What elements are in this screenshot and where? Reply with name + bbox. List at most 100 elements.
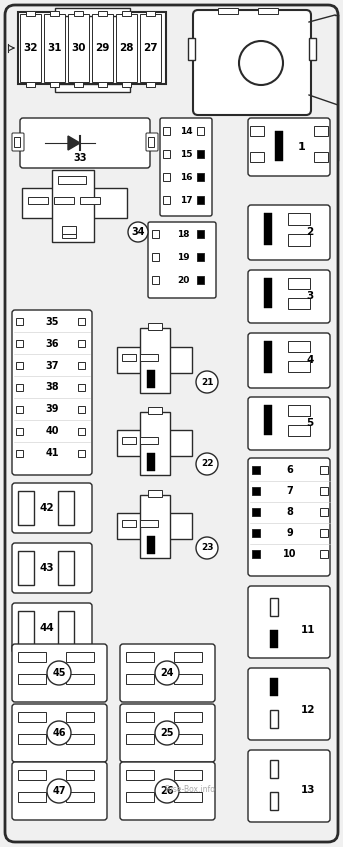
FancyBboxPatch shape <box>248 205 330 260</box>
Text: 34: 34 <box>131 227 145 237</box>
Bar <box>117 347 192 373</box>
Text: 13: 13 <box>301 785 315 795</box>
Bar <box>74 11 83 16</box>
FancyBboxPatch shape <box>248 270 330 323</box>
Text: 20: 20 <box>177 275 189 285</box>
Bar <box>50 82 59 87</box>
Bar <box>55 8 130 16</box>
Bar <box>320 508 328 516</box>
Bar <box>66 712 94 722</box>
Bar <box>188 38 195 60</box>
Bar <box>146 82 155 87</box>
Bar <box>252 550 260 558</box>
Bar <box>50 11 59 16</box>
Bar <box>26 11 35 16</box>
Bar <box>78 406 85 413</box>
Bar <box>140 14 161 82</box>
Bar <box>197 230 204 238</box>
Bar <box>117 513 192 539</box>
Text: 1: 1 <box>298 142 306 152</box>
Bar <box>197 196 204 204</box>
Bar <box>16 362 23 369</box>
Text: 18: 18 <box>177 230 189 239</box>
Text: 31: 31 <box>47 43 62 53</box>
Bar <box>288 278 310 289</box>
FancyBboxPatch shape <box>248 458 330 576</box>
FancyBboxPatch shape <box>12 644 107 702</box>
Bar <box>52 170 94 242</box>
Circle shape <box>47 721 71 745</box>
Bar <box>98 11 107 16</box>
Bar <box>314 152 328 162</box>
Bar <box>140 520 158 527</box>
Bar <box>174 674 202 684</box>
Bar <box>55 84 130 92</box>
Bar <box>58 491 74 525</box>
Bar <box>152 253 159 261</box>
Bar <box>20 14 41 82</box>
Bar <box>68 14 89 82</box>
Bar <box>44 14 65 82</box>
Text: 42: 42 <box>40 503 54 513</box>
Bar <box>148 490 162 497</box>
Text: Fuse-Box.info: Fuse-Box.info <box>165 785 215 794</box>
Text: 29: 29 <box>95 43 110 53</box>
Bar <box>174 712 202 722</box>
Bar <box>116 14 137 82</box>
Bar <box>140 437 158 444</box>
Bar <box>78 362 85 369</box>
Bar <box>270 760 278 778</box>
Bar <box>140 328 170 393</box>
Text: 36: 36 <box>45 339 59 348</box>
Bar <box>288 405 310 416</box>
Bar <box>58 176 86 184</box>
Bar <box>270 710 278 728</box>
Text: 39: 39 <box>45 405 59 414</box>
Bar <box>78 428 85 435</box>
FancyBboxPatch shape <box>248 118 330 176</box>
Bar <box>174 652 202 662</box>
Bar <box>148 323 162 330</box>
Bar <box>54 197 74 204</box>
FancyBboxPatch shape <box>12 543 92 593</box>
Bar <box>270 630 278 648</box>
Bar <box>66 652 94 662</box>
Text: 11: 11 <box>301 625 315 635</box>
Bar <box>117 430 192 456</box>
Text: 6: 6 <box>287 465 293 475</box>
Bar <box>250 126 264 136</box>
Circle shape <box>155 779 179 803</box>
Text: 2: 2 <box>306 227 314 237</box>
Bar <box>264 213 272 245</box>
Bar <box>320 487 328 495</box>
Bar <box>174 734 202 744</box>
Bar <box>126 712 154 722</box>
Bar <box>288 213 310 225</box>
Bar <box>288 298 310 309</box>
Text: 12: 12 <box>301 705 315 715</box>
Text: 10: 10 <box>283 549 297 559</box>
Bar <box>250 152 264 162</box>
Text: 15: 15 <box>180 150 192 158</box>
Bar <box>66 734 94 744</box>
Bar <box>258 8 278 14</box>
Bar <box>288 361 310 372</box>
Bar <box>147 453 155 471</box>
Bar <box>252 529 260 537</box>
Bar <box>163 173 170 181</box>
Bar <box>174 770 202 780</box>
Bar <box>163 196 170 204</box>
Text: 26: 26 <box>160 786 174 796</box>
Bar <box>16 406 23 413</box>
Bar <box>80 197 100 204</box>
Bar <box>270 598 278 616</box>
Circle shape <box>128 222 148 242</box>
Text: 9: 9 <box>287 528 293 538</box>
Text: 7: 7 <box>287 486 293 496</box>
FancyBboxPatch shape <box>248 750 330 822</box>
Text: 5: 5 <box>306 418 314 428</box>
Bar <box>288 234 310 246</box>
Bar <box>16 428 23 435</box>
Bar <box>18 652 46 662</box>
Circle shape <box>47 661 71 685</box>
